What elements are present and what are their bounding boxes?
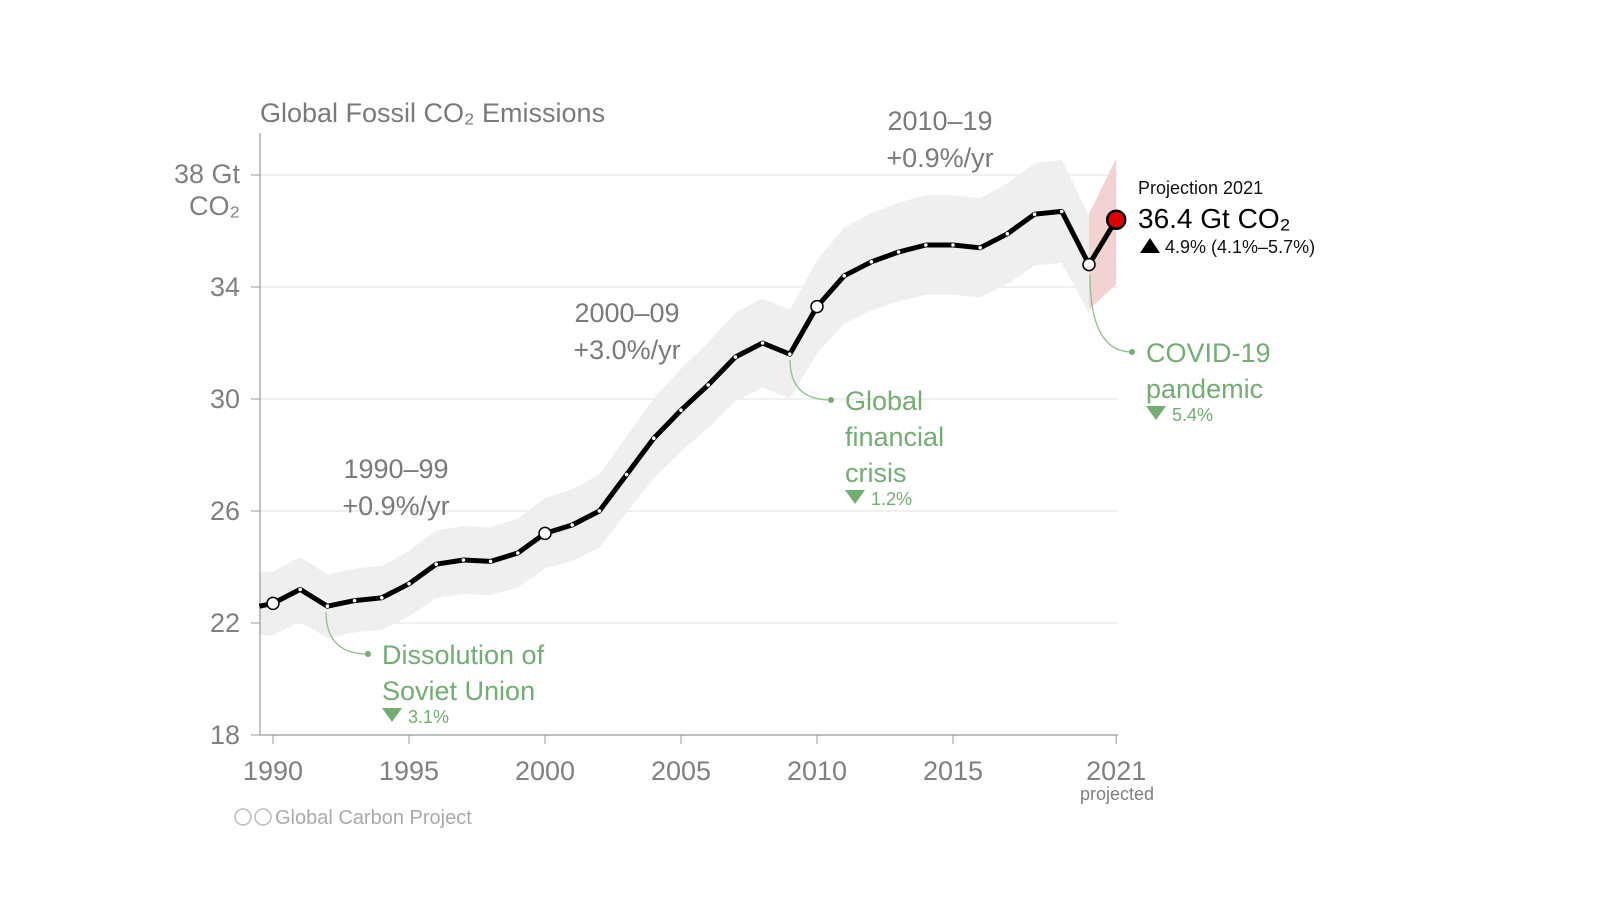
event-label: Global [845,386,923,416]
y-tick-label: 22 [210,608,240,638]
event-change: 1.2% [871,489,912,509]
data-point [488,559,493,564]
y-axis-label-top: 38 Gt [174,159,241,189]
period-label: 2000–09 [574,298,679,328]
x-tick-label: 2010 [787,756,847,786]
y-tick-label: 34 [210,272,240,302]
data-point [461,558,466,562]
projection-value: 36.4 Gt CO₂ [1138,203,1290,234]
data-point [380,596,384,600]
data-point [624,472,629,477]
event-label: COVID-19 [1146,338,1271,368]
milestone-point [538,526,552,541]
event-label: pandemic [1146,374,1263,404]
axis-ticks: 18 22 26 30 34 1990 1995 2000 2005 2010 2015 2021 [210,174,1146,786]
y-tick-label: 30 [210,384,240,414]
projection-change: 4.9% (4.1%–5.7%) [1165,237,1315,257]
event-dot [1129,349,1135,355]
period-rate: +0.9%/yr [886,143,993,173]
projection-uncertainty-band [1089,158,1117,310]
event-dot [828,397,834,403]
data-point [1060,209,1064,214]
data-point [434,562,439,566]
x-tick-label: 2000 [515,756,575,786]
data-point [760,341,765,345]
x-tick-label: 1990 [243,756,303,786]
data-point [352,598,357,603]
annotations: 1990–99 +0.9%/yr 2000–09 +3.0%/yr 2010–19 +0.… [325,106,1271,727]
data-point [325,604,330,608]
data-point [570,523,574,527]
data-point [516,551,520,555]
period-rate: +0.9%/yr [342,491,449,521]
chart-title: Global Fossil CO₂ Emissions [260,98,605,128]
down-triangle-icon [1146,406,1166,420]
data-point [842,274,846,278]
data-point [706,383,710,387]
data-point [896,250,901,254]
data-point [407,582,411,586]
y-tick-label: 18 [210,720,240,750]
data-points [266,209,1127,611]
data-point [652,436,656,441]
event-label: Dissolution of [382,640,545,670]
milestone-point [810,299,824,314]
down-triangle-icon [845,490,865,504]
data-point [978,246,982,250]
uncertainty-band [259,160,1089,638]
x-tick-label: 2005 [651,756,711,786]
up-triangle-icon [1140,238,1160,253]
data-point [1005,232,1010,236]
cc-icon [234,808,252,826]
source-credit: Global Carbon Project [234,807,472,829]
event-label: Soviet Union [382,676,535,706]
data-point [679,408,683,413]
attribution-icon [254,808,272,826]
event-leader-line [325,611,369,655]
period-rate: +3.0%/yr [573,335,680,365]
projection-point [1105,209,1127,231]
event-dot [365,651,371,657]
data-point [924,243,928,247]
data-point [869,260,874,264]
data-point [298,587,303,592]
event-label: crisis [845,458,907,488]
data-point [788,352,792,357]
x-tick-sublabel: projected [1080,784,1154,804]
data-point [733,355,738,359]
milestone-point [1082,257,1096,272]
source-label: Global Carbon Project [275,807,472,829]
milestone-point [266,596,280,611]
event-change: 3.1% [408,707,449,727]
data-point [597,509,602,513]
projection-heading: Projection 2021 [1138,178,1263,198]
data-point [1032,212,1037,216]
event-leader-line [789,359,832,401]
x-tick-label: 1995 [379,756,439,786]
event-label: financial [845,422,944,452]
event-change: 5.4% [1172,405,1213,425]
down-triangle-icon [382,708,402,722]
y-axis-label-unit: CO₂ [189,191,240,221]
period-label: 2010–19 [887,106,992,136]
x-tick-label: 2021 [1086,756,1146,786]
event-leader-line [1089,274,1133,353]
period-label: 1990–99 [343,454,448,484]
data-point [951,243,955,247]
x-tick-label: 2015 [923,756,983,786]
y-tick-label: 26 [210,496,240,526]
